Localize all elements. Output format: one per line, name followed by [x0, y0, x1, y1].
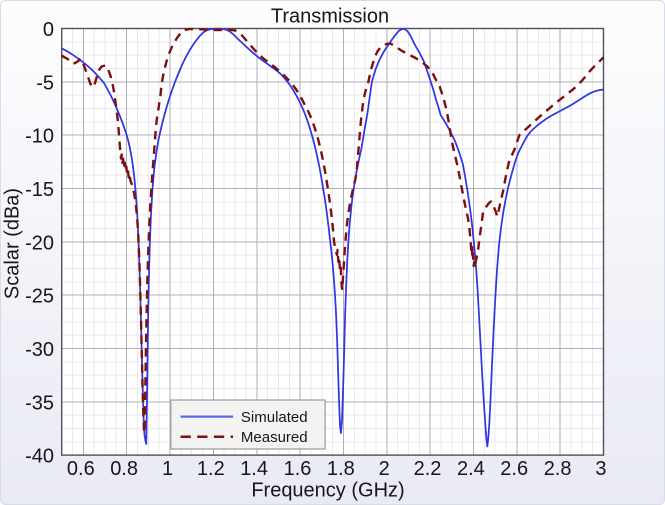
svg-text:1.8: 1.8 [327, 458, 355, 480]
svg-text:1.4: 1.4 [240, 458, 268, 480]
svg-text:3: 3 [595, 458, 606, 480]
svg-text:-25: -25 [25, 286, 54, 308]
svg-text:Simulated: Simulated [241, 409, 308, 426]
svg-text:0: 0 [43, 19, 54, 41]
svg-text:-5: -5 [36, 72, 54, 94]
svg-text:Measured: Measured [241, 429, 308, 446]
svg-text:2.6: 2.6 [500, 458, 528, 480]
svg-text:-20: -20 [25, 232, 54, 254]
svg-text:1: 1 [162, 458, 173, 480]
svg-text:-40: -40 [25, 446, 54, 468]
svg-text:1.2: 1.2 [197, 458, 225, 480]
svg-text:Transmission: Transmission [271, 6, 389, 28]
svg-text:2.2: 2.2 [414, 458, 442, 480]
svg-text:-35: -35 [25, 392, 54, 414]
svg-text:2.8: 2.8 [544, 458, 572, 480]
svg-text:0.8: 0.8 [110, 458, 138, 480]
svg-text:Frequency (GHz): Frequency (GHz) [251, 480, 404, 502]
svg-text:2: 2 [379, 458, 390, 480]
svg-text:-30: -30 [25, 339, 54, 361]
svg-text:2.4: 2.4 [457, 458, 485, 480]
svg-text:-15: -15 [25, 179, 54, 201]
svg-text:-10: -10 [25, 126, 54, 148]
svg-text:Scalar (dBa): Scalar (dBa) [2, 188, 24, 299]
svg-text:1.6: 1.6 [284, 458, 312, 480]
svg-text:0.6: 0.6 [67, 458, 95, 480]
